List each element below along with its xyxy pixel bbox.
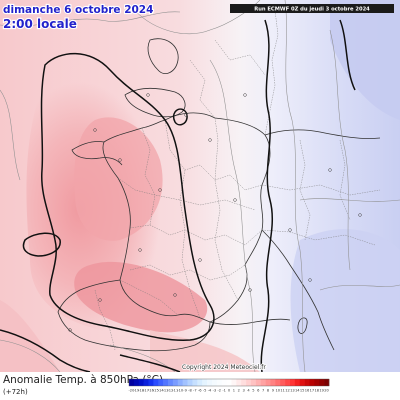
colorbar-swatch	[270, 379, 276, 386]
colorbar-tick-label: 19	[319, 389, 324, 393]
coastlines	[57, 38, 381, 352]
run-info: Run ECMWF 0Z du jeudi 3 octobre 2024	[254, 7, 370, 13]
colorbar-swatch	[197, 379, 203, 386]
parameter-label: Anomalie Temp. à 850hPa (°C)	[3, 374, 164, 386]
colorbar-swatch	[294, 379, 301, 386]
colorbar-swatch	[265, 379, 271, 386]
colorbar-tick-label: 3	[242, 389, 244, 393]
weather-map: dimanche 6 octobre 2024 2:00 locale Run …	[0, 0, 400, 372]
colorbar-swatch	[275, 379, 281, 386]
colorbar-swatch	[187, 379, 193, 386]
colorbar-tick-label: -5	[203, 389, 207, 393]
colorbar-swatch	[304, 379, 310, 386]
colorbar: -20 -19 -18-17 -16 -15 -14 -13-12 -11 -10 -9 -8 -7-…	[128, 378, 330, 393]
colorbar-tick-label: 2	[238, 389, 240, 393]
colorbar-tick-label: 16	[305, 389, 310, 393]
colorbar-tick-label: 10	[275, 389, 280, 393]
colorbar-swatch	[133, 379, 140, 386]
city-markers	[68, 93, 362, 332]
colorbar-tick-label: -6	[198, 389, 202, 393]
colorbar-tick-label: 6	[257, 389, 260, 393]
colorbar-swatch	[202, 379, 208, 386]
colorbar-tick-label: 5	[252, 389, 254, 393]
colorbar-tick-label: -11	[172, 389, 178, 393]
colorbar-tick-label: -3	[213, 389, 217, 393]
colorbar-tick-label: -19	[133, 389, 140, 393]
colorbar-tick-label: 9	[272, 389, 275, 393]
colorbar-swatch	[158, 379, 164, 386]
colorbar-swatch	[236, 379, 242, 386]
colorbar-tick-label: 1	[233, 389, 235, 393]
colorbar-swatch	[241, 379, 247, 386]
colorbar-swatch	[148, 379, 154, 386]
colorbar-swatch	[138, 379, 144, 386]
colorbar-swatch	[182, 379, 188, 386]
colorbar-swatch	[172, 379, 179, 386]
boundaries	[94, 9, 381, 351]
colorbar-swatch	[226, 379, 232, 386]
colorbar-swatch	[309, 379, 315, 386]
colorbar-swatch	[285, 379, 291, 386]
colorbar-tick-label: -20	[129, 389, 136, 393]
time-title: 2:00 locale	[3, 17, 77, 31]
colorbar-swatch	[216, 379, 222, 386]
colorbar-tick-label: 11	[280, 389, 285, 393]
colorbar-tick-label: -18	[138, 389, 145, 393]
colorbar-tick-label: -1	[222, 389, 226, 393]
run-info-box: Run ECMWF 0Z du jeudi 3 octobre 2024	[230, 4, 394, 13]
colorbar-swatch	[250, 379, 257, 386]
colorbar-swatch	[260, 379, 266, 386]
colorbar-tick-label: 8	[267, 389, 270, 393]
colorbar-swatch	[168, 379, 174, 386]
colorbar-swatch	[299, 379, 305, 386]
colorbar-tick-label: 13	[290, 389, 295, 393]
colorbar-swatch	[163, 379, 169, 386]
colorbar-tick-label: -15	[153, 389, 159, 393]
colorbar-tick-label: -8	[188, 389, 192, 393]
colorbar-tick-label: -10	[177, 389, 184, 393]
colorbar-tick-label: -14	[158, 389, 165, 393]
anomaly-shading	[0, 0, 400, 372]
colorbar-swatch	[211, 379, 218, 386]
colorbar-swatch	[177, 379, 183, 386]
colorbar-tick-label: 17	[310, 389, 315, 393]
colorbar-swatch	[319, 379, 325, 386]
map-footer: Anomalie Temp. à 850hPa (°C) (+72h) -20-…	[0, 372, 400, 400]
colorbar-swatch	[221, 379, 227, 386]
date-title: dimanche 6 octobre 2024	[3, 4, 153, 16]
colorbar-swatch	[231, 379, 237, 386]
colorbar-swatch	[324, 379, 330, 386]
isolines-thick	[0, 19, 356, 372]
colorbar-swatch	[129, 379, 135, 386]
colorbar-swatch	[280, 379, 286, 386]
colorbar-swatch	[255, 379, 262, 386]
colorbar-swatch	[192, 379, 198, 386]
colorbar-swatch	[246, 379, 252, 386]
colorbar-tick-label: -4	[208, 389, 212, 393]
colorbar-tick-label: 7	[262, 389, 264, 393]
copyright: Copyright 2024 Meteociel.fr	[182, 364, 266, 371]
colorbar-tick-label: 18	[315, 389, 320, 393]
colorbar-swatch	[153, 379, 159, 386]
colorbar-swatch	[207, 379, 213, 386]
colorbar-tick-label: 14	[295, 389, 300, 393]
colorbar-tick-label: -12	[168, 389, 174, 393]
colorbar-tick-label: -7	[193, 389, 197, 393]
colorbar-tick-label: 15	[300, 389, 305, 393]
colorbar-tick-label: 12	[285, 389, 290, 393]
colorbar-swatch	[289, 379, 296, 386]
colorbar-tick-label: -2	[217, 389, 221, 393]
colorbar-tick-label: -16	[148, 389, 155, 393]
colorbar-tick-label: -17	[143, 389, 149, 393]
colorbar-tick-label: -9	[183, 389, 187, 393]
colorbar-frame	[128, 378, 330, 387]
colorbar-tick-label: 20	[324, 389, 329, 393]
lead-time: (+72h)	[3, 388, 28, 396]
colorbar-swatch	[143, 379, 149, 386]
colorbar-swatch	[314, 379, 320, 386]
colorbar-tick-label: 4	[247, 389, 250, 393]
colorbar-tick-label: -13	[163, 389, 169, 393]
colorbar-tick-label: 0	[228, 389, 231, 393]
